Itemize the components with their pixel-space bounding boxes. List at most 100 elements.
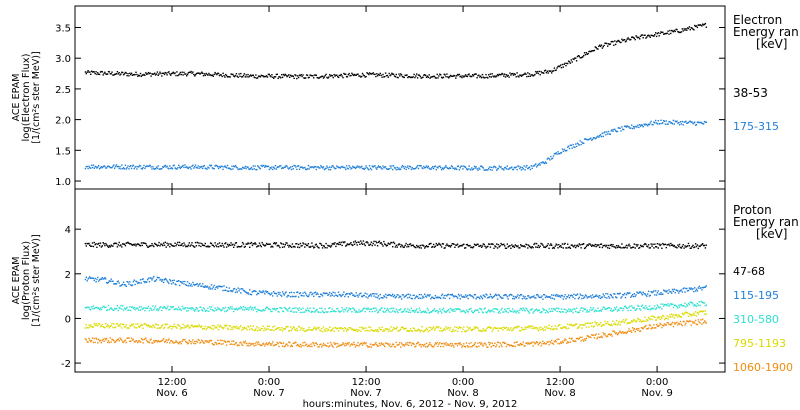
proton-data-point — [594, 309, 596, 311]
proton-data-point — [240, 292, 242, 294]
proton-data-point — [400, 246, 402, 248]
proton-data-point — [591, 325, 593, 327]
proton-data-point — [610, 333, 612, 335]
proton-data-point — [285, 326, 287, 328]
proton-data-point — [504, 294, 506, 296]
electron-data-point — [638, 126, 640, 129]
proton-data-point — [698, 301, 700, 303]
proton-data-point — [649, 324, 651, 327]
proton-data-point — [217, 329, 220, 331]
proton-data-point — [394, 327, 397, 330]
proton-data-point — [614, 331, 616, 333]
proton-data-point — [179, 308, 182, 310]
proton-data-point — [615, 308, 617, 310]
proton-data-point — [647, 327, 650, 329]
proton-data-point — [217, 246, 220, 248]
electron-data-point — [206, 168, 208, 170]
electron-data-point — [281, 74, 283, 76]
proton-data-point — [477, 309, 479, 311]
proton-data-point — [674, 246, 676, 248]
proton-data-point — [337, 327, 339, 330]
proton-data-point — [556, 295, 558, 297]
proton-data-point — [417, 341, 420, 344]
proton-data-point — [438, 296, 440, 298]
proton-data-point — [266, 290, 269, 293]
electron-data-point — [437, 167, 439, 169]
electron-data-point — [264, 75, 266, 78]
proton-data-point — [614, 322, 616, 324]
proton-data-point — [546, 310, 548, 313]
proton-data-point — [576, 244, 579, 246]
proton-data-point — [95, 281, 97, 283]
proton-data-point — [86, 280, 88, 282]
proton-data-point — [171, 279, 174, 282]
proton-data-point — [554, 295, 556, 297]
proton-data-point — [272, 308, 274, 310]
proton-data-point — [384, 328, 387, 330]
electron-data-point — [316, 76, 318, 79]
proton-data-point — [663, 303, 666, 306]
proton-data-point — [604, 244, 606, 246]
proton-data-point — [397, 311, 399, 314]
proton-data-point — [665, 304, 667, 306]
proton-data-point — [623, 307, 625, 310]
proton-data-point — [134, 309, 136, 311]
proton-data-point — [187, 309, 190, 312]
proton-ylabel-line: [1/(cm²s ster MeV)] — [31, 234, 42, 326]
proton-data-point — [224, 340, 226, 343]
proton-data-point — [115, 323, 118, 325]
proton-data-point — [567, 296, 569, 298]
proton-data-point — [454, 326, 456, 328]
proton-data-point — [192, 339, 194, 341]
proton-data-point — [305, 292, 307, 295]
proton-data-point — [309, 345, 311, 348]
electron-data-point — [167, 71, 169, 74]
electron-data-point — [374, 165, 376, 167]
electron-data-point — [606, 42, 608, 45]
proton-data-point — [533, 327, 535, 330]
proton-data-point — [667, 322, 669, 324]
electron-data-point — [694, 25, 697, 28]
proton-data-point — [138, 309, 140, 311]
proton-data-point — [395, 328, 397, 330]
proton-data-point — [448, 327, 450, 329]
electron-data-point — [574, 146, 576, 148]
proton-data-point — [495, 293, 497, 296]
proton-data-point — [387, 309, 389, 311]
proton-data-point — [180, 309, 182, 312]
proton-data-point — [697, 313, 699, 315]
proton-data-point — [318, 346, 320, 348]
electron-data-point — [108, 166, 111, 168]
electron-data-point — [231, 165, 233, 167]
electron-data-point — [85, 72, 87, 75]
proton-data-point — [542, 307, 544, 310]
electron-data-point — [600, 135, 603, 138]
proton-data-point — [703, 320, 706, 322]
electron-data-point — [548, 70, 550, 72]
proton-data-point — [655, 246, 657, 248]
proton-data-point — [194, 284, 197, 286]
proton-data-point — [101, 324, 103, 326]
electron-data-point — [662, 122, 664, 124]
proton-data-point — [672, 325, 675, 328]
proton-data-point — [616, 310, 619, 312]
electron-data-point — [244, 165, 246, 168]
electron-data-point — [337, 75, 339, 78]
proton-data-point — [471, 246, 473, 248]
proton-data-point — [256, 246, 258, 248]
proton-data-point — [645, 325, 647, 327]
proton-data-point — [397, 330, 399, 332]
proton-data-point — [698, 245, 700, 247]
electron-data-point — [161, 75, 163, 77]
proton-data-point — [649, 294, 651, 297]
proton-data-point — [399, 295, 401, 297]
electron-data-point — [376, 168, 378, 170]
proton-data-point — [493, 327, 495, 329]
electron-data-point — [207, 74, 209, 76]
proton-data-point — [662, 293, 664, 295]
electron-data-point — [511, 166, 513, 168]
proton-data-point — [392, 343, 394, 345]
electron-data-point — [241, 168, 243, 170]
proton-data-point — [492, 308, 494, 310]
proton-data-point — [172, 342, 174, 344]
